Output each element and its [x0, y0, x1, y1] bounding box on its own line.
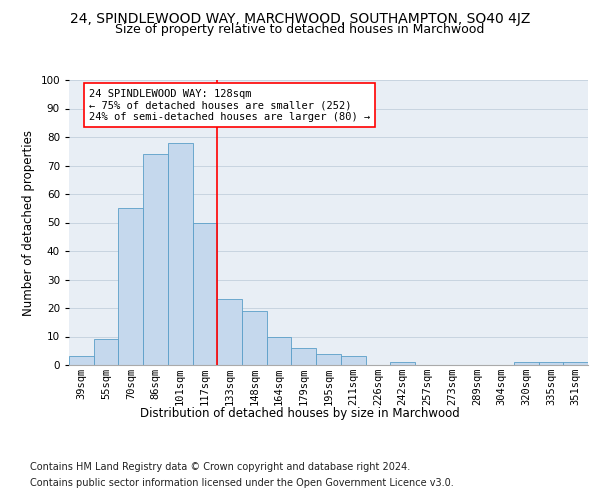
Bar	[563, 362, 588, 365]
Bar	[118, 208, 143, 365]
Bar	[193, 222, 217, 365]
Bar	[390, 362, 415, 365]
Bar	[316, 354, 341, 365]
Bar	[292, 348, 316, 365]
Text: Size of property relative to detached houses in Marchwood: Size of property relative to detached ho…	[115, 24, 485, 36]
Bar	[217, 300, 242, 365]
Text: 24 SPINDLEWOOD WAY: 128sqm
← 75% of detached houses are smaller (252)
24% of sem: 24 SPINDLEWOOD WAY: 128sqm ← 75% of deta…	[89, 88, 370, 122]
Bar	[143, 154, 168, 365]
Text: Contains HM Land Registry data © Crown copyright and database right 2024.: Contains HM Land Registry data © Crown c…	[30, 462, 410, 472]
Bar	[539, 362, 563, 365]
Bar	[341, 356, 365, 365]
Bar	[267, 336, 292, 365]
Bar	[242, 311, 267, 365]
Y-axis label: Number of detached properties: Number of detached properties	[22, 130, 35, 316]
Bar	[168, 142, 193, 365]
Text: Distribution of detached houses by size in Marchwood: Distribution of detached houses by size …	[140, 408, 460, 420]
Text: Contains public sector information licensed under the Open Government Licence v3: Contains public sector information licen…	[30, 478, 454, 488]
Bar	[94, 340, 118, 365]
Bar	[514, 362, 539, 365]
Text: 24, SPINDLEWOOD WAY, MARCHWOOD, SOUTHAMPTON, SO40 4JZ: 24, SPINDLEWOOD WAY, MARCHWOOD, SOUTHAMP…	[70, 12, 530, 26]
Bar	[69, 356, 94, 365]
